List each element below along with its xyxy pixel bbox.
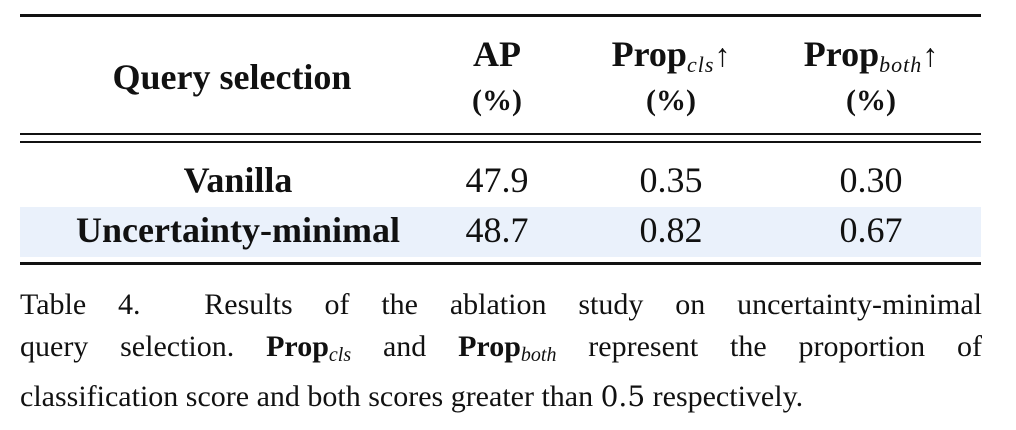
caption-threshold-value: 0.5 xyxy=(600,380,646,413)
caption-prop-cls-label: Prop xyxy=(266,330,329,363)
table-top-rule xyxy=(20,14,981,17)
cell-vanilla-prop-both: 0.30 xyxy=(839,160,903,200)
caption-line-1-text: Results of the ablation study on uncerta… xyxy=(204,288,982,321)
header-prop-cls: Propcls↑ xyxy=(576,36,766,76)
up-arrow-icon: ↑ xyxy=(922,37,939,73)
header-prop-both-sub: both xyxy=(879,52,923,77)
header-prop-both-label: Prop xyxy=(803,34,880,74)
caption-text: respectively. xyxy=(652,380,804,413)
caption-prop-both-sub: both xyxy=(520,344,557,366)
caption-prop-both-label: Prop xyxy=(458,330,521,363)
cell-vanilla-ap: 47.9 xyxy=(465,160,529,200)
table-caption: Table 4. Results of the ablation study o… xyxy=(20,284,982,418)
cell-uncertainty-minimal-ap: 48.7 xyxy=(465,210,529,250)
caption-text: query selection. xyxy=(20,330,235,363)
caption-prop-cls-sub: cls xyxy=(328,344,352,366)
header-query-selection: Query selection xyxy=(112,57,352,97)
header-prop-both: Propboth↑ xyxy=(776,36,966,76)
caption-line-2: query selection. Propcls and Propboth re… xyxy=(20,326,982,376)
up-arrow-icon: ↑ xyxy=(714,37,731,73)
cell-uncertainty-minimal-prop-cls: 0.82 xyxy=(639,210,703,250)
table-header-rule-1 xyxy=(20,133,981,135)
header-ap-unit: (%) xyxy=(472,84,522,117)
caption-line-1: Table 4. Results of the ablation study o… xyxy=(20,284,982,326)
caption-table-number: Table 4. xyxy=(20,288,141,321)
header-ap: AP xyxy=(440,36,554,72)
header-prop-both-unit: (%) xyxy=(846,84,896,117)
header-prop-cls-sub: cls xyxy=(686,52,715,77)
caption-text: represent the proportion of xyxy=(588,330,982,363)
cell-vanilla-prop-cls: 0.35 xyxy=(639,160,703,200)
row-label-vanilla: Vanilla xyxy=(183,160,293,200)
caption-line-3: classification score and both scores gre… xyxy=(20,376,982,418)
header-prop-cls-unit: (%) xyxy=(646,84,696,117)
caption-text: classification score and both scores gre… xyxy=(20,380,594,413)
cell-uncertainty-minimal-prop-both: 0.67 xyxy=(839,210,903,250)
header-ap-label: AP xyxy=(473,34,521,74)
row-label-uncertainty-minimal: Uncertainty-minimal xyxy=(76,210,400,250)
highlighted-row-background xyxy=(20,207,981,257)
table-header-rule-2 xyxy=(20,141,981,143)
header-prop-cls-label: Prop xyxy=(611,34,687,74)
caption-text: and xyxy=(382,330,427,363)
table-bottom-rule xyxy=(20,262,981,265)
